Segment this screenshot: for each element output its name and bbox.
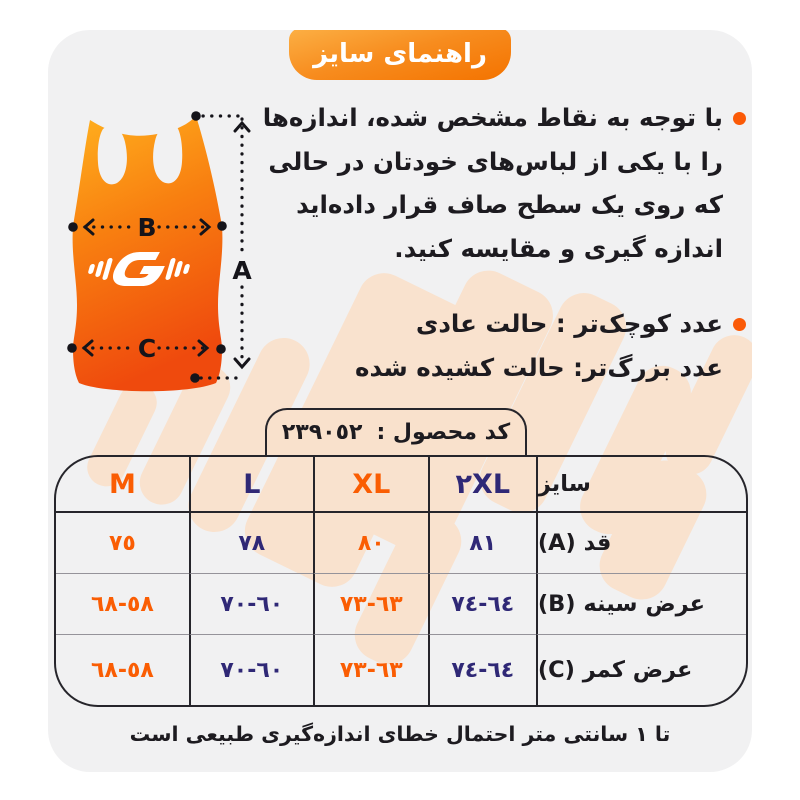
row-label-height: قد (A) <box>535 513 746 574</box>
size-table: M L XL ٢XL سایز ٧٥ ٧٨ ٨٠ ٨١ قد (A) ٥٨-٦٨… <box>54 455 748 707</box>
size-column-header: سایز <box>535 457 746 513</box>
size-header-2xl: ٢XL <box>427 457 536 513</box>
instruction-line: را با یکی از لباس‌های خودتان در حالی <box>268 146 723 176</box>
size-header-l: L <box>188 457 313 513</box>
instruction-line: عدد بزرگ‌تر: حالت کشیده شده <box>355 352 723 382</box>
row-label-chest: عرض سینه (B) <box>535 574 746 635</box>
product-code-value: ٢٣٩٠٥٢ <box>281 420 363 445</box>
page-title: راهنمای سایز <box>313 39 487 69</box>
measure-endpoints <box>67 111 227 383</box>
bullet-dot-icon <box>733 112 746 125</box>
gym-brand-logo-icon <box>88 252 190 286</box>
racerback-cutout-left <box>97 126 127 185</box>
racerback-cutout-right <box>153 124 183 184</box>
product-code-label: کد محصول : <box>376 420 511 445</box>
measure-lines <box>81 114 251 380</box>
cell-height-m: ٧٥ <box>56 513 189 574</box>
measure-label-b: B <box>137 213 156 242</box>
instruction-line: عدد کوچک‌تر : حالت عادی <box>415 309 723 338</box>
measure-label-a: A <box>232 256 252 285</box>
instruction-line: اندازه گیری و مقایسه کنید. <box>394 233 723 263</box>
cell-chest-m: ٥٨-٦٨ <box>56 574 189 635</box>
bullet-dot-icon <box>733 318 746 331</box>
instruction-bullet-1: با توجه به نقاط مشخص شده، اندازه‌ها را ب… <box>263 96 746 270</box>
instruction-line: که روی یک سطح صاف قرار داده‌اید <box>296 190 723 219</box>
measurement-tolerance-note: تا ١ سانتی متر احتمال خطای اندازه‌گیری ط… <box>129 722 671 746</box>
instruction-line: با توجه به نقاط مشخص شده، اندازه‌ها <box>262 103 723 132</box>
measure-label-c: C <box>138 334 156 363</box>
tank-top-diagram: B C A <box>67 111 252 392</box>
cell-waist-m: ٥٨-٦٨ <box>90 657 154 683</box>
cell-waist-xl: ٦٣-٧٣ <box>312 635 428 705</box>
cell-height-2xl: ٨١ <box>427 513 536 574</box>
cell-height-xl: ٨٠ <box>312 513 428 574</box>
cell-height-l: ٧٨ <box>188 513 313 574</box>
cell-waist-l: ٦٠-٧٠ <box>188 635 313 705</box>
instruction-bullet-2: عدد کوچک‌تر : حالت عادی عدد بزرگ‌تر: حال… <box>355 302 746 389</box>
product-code-box: کد محصول : ٢٣٩٠٥٢ <box>265 408 527 455</box>
cell-chest-xl: ٦٣-٧٣ <box>312 574 428 635</box>
size-header-xl: XL <box>312 457 428 513</box>
row-label-waist: عرض کمر (C) <box>535 635 746 705</box>
page-title-pill: راهنمای سایز <box>289 30 511 80</box>
cell-waist-2xl: ٦٤-٧٤ <box>427 635 536 705</box>
cell-chest-l: ٦٠-٧٠ <box>188 574 313 635</box>
size-guide-card: راهنمای سایز <box>48 30 752 772</box>
size-header-m: M <box>56 457 189 513</box>
cell-chest-2xl: ٦٤-٧٤ <box>427 574 536 635</box>
